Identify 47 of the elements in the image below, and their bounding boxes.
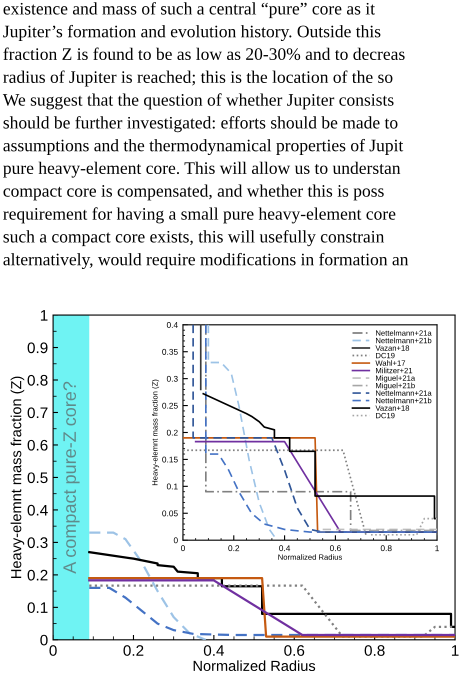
x-tick-label: 0.8	[364, 645, 385, 656]
x-tick-label: 1	[452, 645, 459, 656]
y-tick-label: 0.8	[28, 374, 48, 386]
y-tick-label: 1	[40, 310, 48, 321]
x-tick-label: 0.4	[204, 645, 224, 656]
x-tick-label: 1	[435, 545, 439, 552]
x-tick-label: 0.4	[279, 545, 290, 552]
y-tick-label: 0.35	[162, 348, 178, 355]
y-tick-label: 0	[174, 537, 178, 544]
y-tick-label: 0.2	[166, 430, 178, 436]
text: such a compact core exists, this will usefully constrain	[4, 230, 384, 246]
x-tick-label: 0.2	[228, 545, 240, 552]
text: radius of Jupiter is reached; this is the location of the so	[3, 70, 392, 87]
y-tick-label: 0.15	[162, 456, 178, 463]
y-tick-label: 0.05	[162, 510, 178, 516]
y-tick-label: 0.4	[166, 322, 178, 328]
text: pure heavy-element core. This will allow us to understan	[3, 162, 400, 178]
y-tick-label: 0.2	[28, 570, 48, 581]
text: alternatively, would require modifications in formation an	[3, 252, 408, 269]
y-tick-label: 0.5	[28, 472, 48, 484]
text: assumptions and the thermodynamical properties of Jupit	[3, 138, 404, 155]
x-tick-label: 0.2	[123, 645, 144, 656]
y-tick-label: 0.7	[28, 407, 48, 418]
y-tick-label: 0.1	[166, 484, 178, 490]
y-tick-label: 0.1	[28, 602, 48, 614]
text: fraction Z is found to be as low as 20-30% and to decreas	[3, 48, 405, 60]
y-tick-label: 0.9	[28, 342, 48, 354]
x-tick-label: 0.6	[330, 545, 341, 552]
y-tick-label: 0.25	[162, 402, 178, 409]
y-tick-label: 0.3	[28, 537, 48, 548]
text: requirement for having a small pure heavy-element core	[3, 207, 396, 224]
y-axis-title: Heavy-elemnt mass fraction (Z)	[10, 376, 24, 578]
text: existence and mass of such a central “pure” core as it	[4, 2, 375, 18]
text: should be further investigated: efforts should be made to	[4, 116, 398, 132]
text: We suggest that the question of whether Jupiter consists	[2, 93, 394, 110]
x-tick-label: 0	[180, 545, 185, 552]
y-tick-label: 0	[40, 634, 48, 646]
y-tick-label: 0.4	[28, 504, 48, 516]
text: Jupiter’s formation and evolution history. Outside this	[3, 24, 380, 41]
y-tick-label: 0.6	[28, 440, 48, 451]
x-axis-title: Normalized Radius	[194, 660, 316, 672]
x-tick-label: 0.6	[284, 645, 304, 656]
x-tick-label: 0	[49, 645, 57, 656]
text: compact core is compensated, and whether this is poss	[4, 184, 384, 200]
y-tick-label: 0.3	[166, 376, 178, 382]
band-label: A compact pure-Z core?	[63, 382, 80, 574]
x-tick-label: 0.8	[380, 545, 392, 552]
